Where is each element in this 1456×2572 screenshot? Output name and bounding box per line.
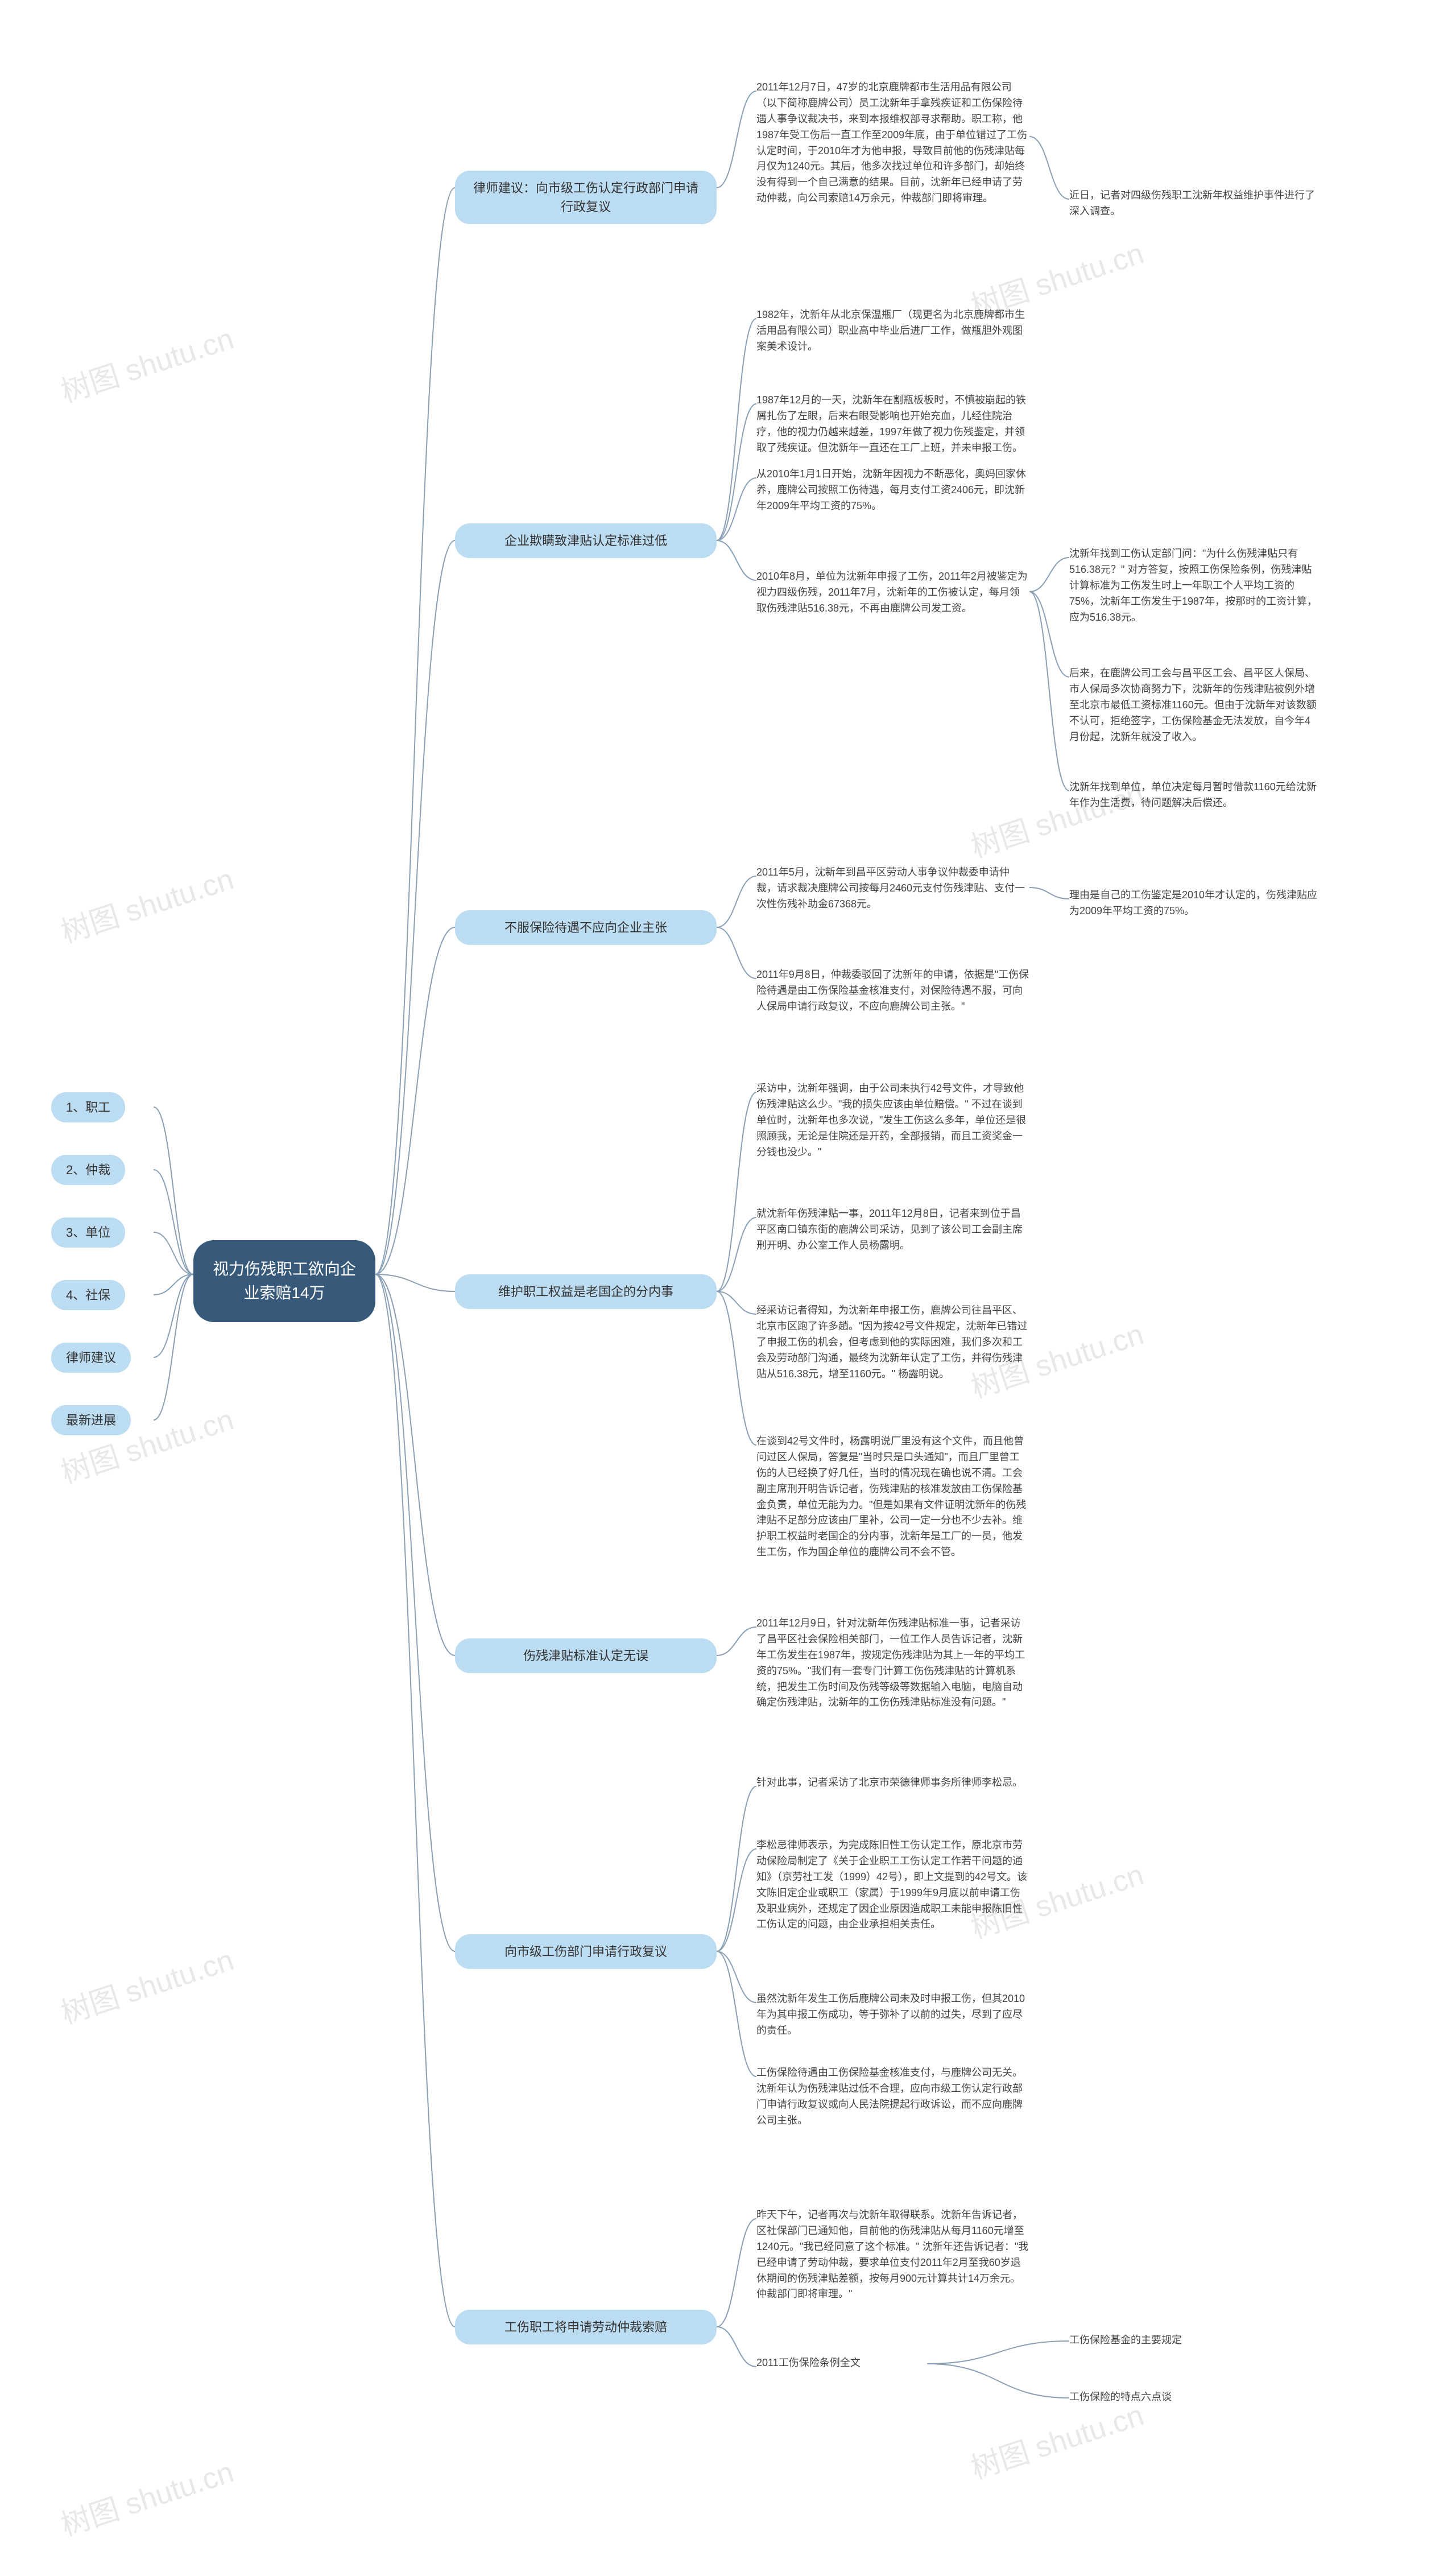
- leaf-text: 李松忌律师表示，为完成陈旧性工伤认定工作，原北京市劳动保险局制定了《关于企业职工…: [756, 1838, 1029, 1933]
- left-branch-1[interactable]: 2、仲裁: [51, 1155, 125, 1185]
- leaf-text: 理由是自己的工伤鉴定是2010年才认定的，伤残津贴应为2009年平均工资的75%…: [1069, 887, 1320, 919]
- leaf-text: 2011年12月9日，针对沈新年伤残津贴标准一事，记者采访了昌平区社会保险相关部…: [756, 1616, 1029, 1711]
- leaf-text: 2011工伤保险条例全文: [756, 2355, 861, 2371]
- leaf-text: 虽然沈新年发生工伤后鹿牌公司未及时申报工伤，但其2010年为其申报工伤成功，等于…: [756, 1991, 1029, 2039]
- leaf-text: 就沈新年伤残津贴一事，2011年12月8日，记者来到位于昌平区南口镇东街的鹿牌公…: [756, 1206, 1029, 1254]
- leaf-text: 2011年9月8日，仲裁委驳回了沈新年的申请，依据是"工伤保险待遇是由工伤保险基…: [756, 967, 1029, 1015]
- section-node-3[interactable]: 维护职工权益是老国企的分内事: [455, 1274, 717, 1309]
- leaf-text: 工伤保险基金的主要规定: [1069, 2332, 1182, 2348]
- leaf-text: 近日，记者对四级伤残职工沈新年权益维护事件进行了深入调查。: [1069, 188, 1320, 220]
- leaf-text: 工伤保险的特点六点谈: [1069, 2389, 1172, 2405]
- root-node[interactable]: 视力伤残职工欲向企业索赔14万: [193, 1240, 375, 1322]
- leaf-text: 采访中，沈新年强调，由于公司未执行42号文件，才导致他伤残津贴这么少。"我的损失…: [756, 1081, 1029, 1160]
- watermark: 树图 shutu.cn: [55, 2448, 238, 2544]
- leaf-text: 沈新年找到工伤认定部门问："为什么伤残津贴只有516.38元？" 对方答复，按照…: [1069, 546, 1320, 625]
- leaf-text: 1982年，沈新年从北京保温瓶厂（现更名为北京鹿牌都市生活用品有限公司）职业高中…: [756, 307, 1029, 355]
- left-branch-2[interactable]: 3、单位: [51, 1217, 125, 1248]
- leaf-text: 从2010年1月1日开始，沈新年因视力不断恶化，奥妈回家休养，鹿牌公司按照工伤待…: [756, 466, 1029, 514]
- watermark: 树图 shutu.cn: [55, 1936, 238, 2032]
- section-node-5[interactable]: 向市级工伤部门申请行政复议: [455, 1934, 717, 1969]
- left-branch-4[interactable]: 律师建议: [51, 1343, 131, 1373]
- watermark: 树图 shutu.cn: [55, 315, 238, 411]
- leaf-text: 2010年8月，单位为沈新年申报了工伤，2011年2月被鉴定为视力四级伤残，20…: [756, 569, 1029, 617]
- watermark: 树图 shutu.cn: [55, 855, 238, 951]
- leaf-text: 1987年12月的一天，沈新年在割瓶板板时，不慎被崩起的铁屑扎伤了左眼，后来右眼…: [756, 393, 1029, 456]
- leaf-text: 工伤保险待遇由工伤保险基金核准支付，与鹿牌公司无关。沈新年认为伤残津贴过低不合理…: [756, 2065, 1029, 2129]
- leaf-text: 昨天下午，记者再次与沈新年取得联系。沈新年告诉记者，区社保部门已通知他，目前他的…: [756, 2207, 1029, 2302]
- leaf-text: 后来，在鹿牌公司工会与昌平区工会、昌平区人保局、市人保局多次协商努力下，沈新年的…: [1069, 666, 1320, 745]
- section-node-0[interactable]: 律师建议：向市级工伤认定行政部门申请行政复议: [455, 171, 717, 224]
- section-node-2[interactable]: 不服保险待遇不应向企业主张: [455, 910, 717, 945]
- left-branch-5[interactable]: 最新进展: [51, 1405, 131, 1435]
- section-node-6[interactable]: 工伤职工将申请劳动仲裁索赔: [455, 2310, 717, 2344]
- left-branch-3[interactable]: 4、社保: [51, 1280, 125, 1310]
- leaf-text: 经采访记者得知，为沈新年申报工伤，鹿牌公司往昌平区、北京市区跑了许多趟。"因为按…: [756, 1303, 1029, 1382]
- section-node-4[interactable]: 伤残津贴标准认定无误: [455, 1638, 717, 1673]
- leaf-text: 在谈到42号文件时，杨露明说厂里没有这个文件，而且他曾问过区人保局，答复是"当时…: [756, 1434, 1029, 1560]
- leaf-text: 2011年12月7日，47岁的北京鹿牌都市生活用品有限公司（以下简称鹿牌公司）员…: [756, 80, 1029, 207]
- leaf-text: 针对此事，记者采访了北京市荣德律师事务所律师李松忌。: [756, 1775, 1023, 1791]
- watermark: 树图 shutu.cn: [965, 2391, 1148, 2487]
- leaf-text: 沈新年找到单位，单位决定每月暂时借款1160元给沈新年作为生活费，待问题解决后偿…: [1069, 779, 1320, 811]
- left-branch-0[interactable]: 1、职工: [51, 1092, 125, 1122]
- leaf-text: 2011年5月，沈新年到昌平区劳动人事争议仲裁委申请仲裁，请求裁决鹿牌公司按每月…: [756, 865, 1029, 913]
- section-node-1[interactable]: 企业欺瞒致津贴认定标准过低: [455, 523, 717, 558]
